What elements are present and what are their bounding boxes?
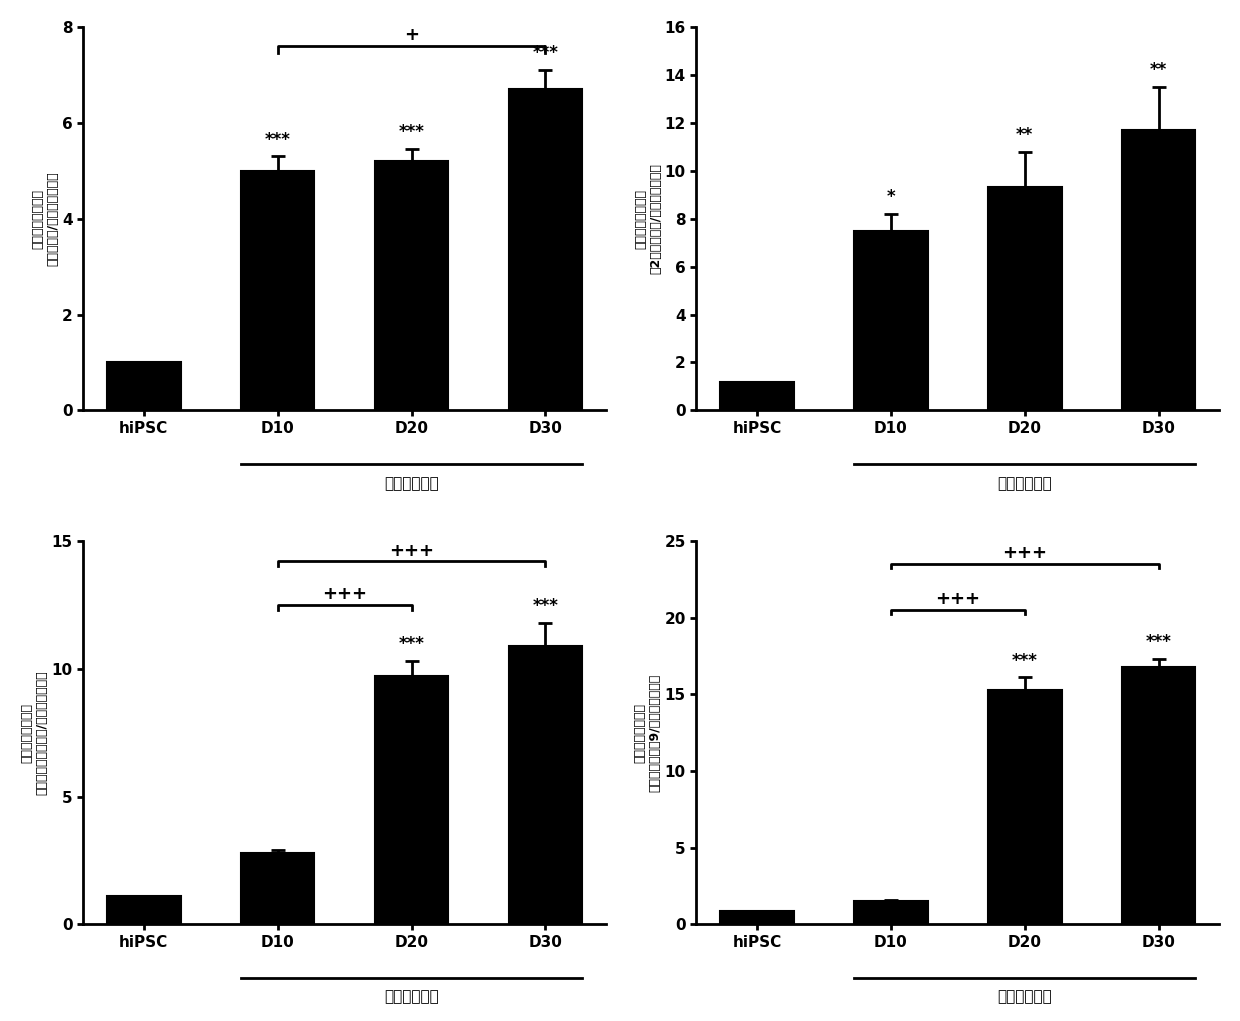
Text: +: + [404, 26, 419, 44]
Text: +++: +++ [1002, 544, 1048, 563]
Text: 软骨形成颜粒: 软骨形成颜粒 [997, 476, 1052, 491]
Bar [1122, 130, 1195, 410]
Y-axis label: 带强度的倍数变化
（软骨低密度物蛋白/碗酸甘油脇酸）: 带强度的倍数变化 （软骨低密度物蛋白/碗酸甘油脇酸） [21, 671, 48, 795]
Text: 软骨形成颜粒: 软骨形成颜粒 [384, 476, 439, 491]
Bar [241, 171, 315, 410]
Bar [508, 645, 583, 924]
Bar [107, 896, 181, 924]
Bar [854, 231, 928, 410]
Bar [374, 161, 449, 410]
Text: **: ** [1149, 61, 1167, 79]
Text: ***: *** [398, 635, 424, 653]
Bar [720, 911, 794, 924]
Bar [854, 902, 928, 924]
Y-axis label: 带强度的倍数变化
（2型胶原蛋白/碗酸甘油脇酸）: 带强度的倍数变化 （2型胶原蛋白/碗酸甘油脇酸） [634, 163, 662, 274]
Bar [508, 89, 583, 410]
Text: **: ** [1016, 126, 1033, 144]
Text: 软骨形成颜粒: 软骨形成颜粒 [997, 989, 1052, 1005]
Y-axis label: 带强度的倍数变化
（聚蝉多糖/碗酸甘油脇酸）: 带强度的倍数变化 （聚蝉多糖/碗酸甘油脇酸） [31, 172, 60, 265]
Text: ***: *** [264, 131, 290, 149]
Bar [374, 676, 449, 924]
Text: ***: *** [1012, 651, 1038, 670]
Bar [720, 382, 794, 410]
Text: +++: +++ [322, 585, 367, 603]
Bar [107, 362, 181, 410]
Text: ***: *** [532, 44, 558, 62]
Y-axis label: 带强度的倍数变化
（性别决定区域9/碗酸甘油脇酸）: 带强度的倍数变化 （性别决定区域9/碗酸甘油脇酸） [634, 674, 662, 791]
Text: ***: *** [532, 597, 558, 615]
Text: *: * [887, 188, 895, 206]
Text: ***: *** [398, 124, 424, 142]
Bar [988, 188, 1061, 410]
Bar [988, 689, 1061, 924]
Bar [1122, 667, 1195, 924]
Text: ***: *** [1146, 633, 1172, 651]
Text: +++: +++ [935, 590, 981, 609]
Text: 软骨形成颜粒: 软骨形成颜粒 [384, 989, 439, 1005]
Bar [241, 853, 315, 924]
Text: +++: +++ [389, 542, 434, 560]
